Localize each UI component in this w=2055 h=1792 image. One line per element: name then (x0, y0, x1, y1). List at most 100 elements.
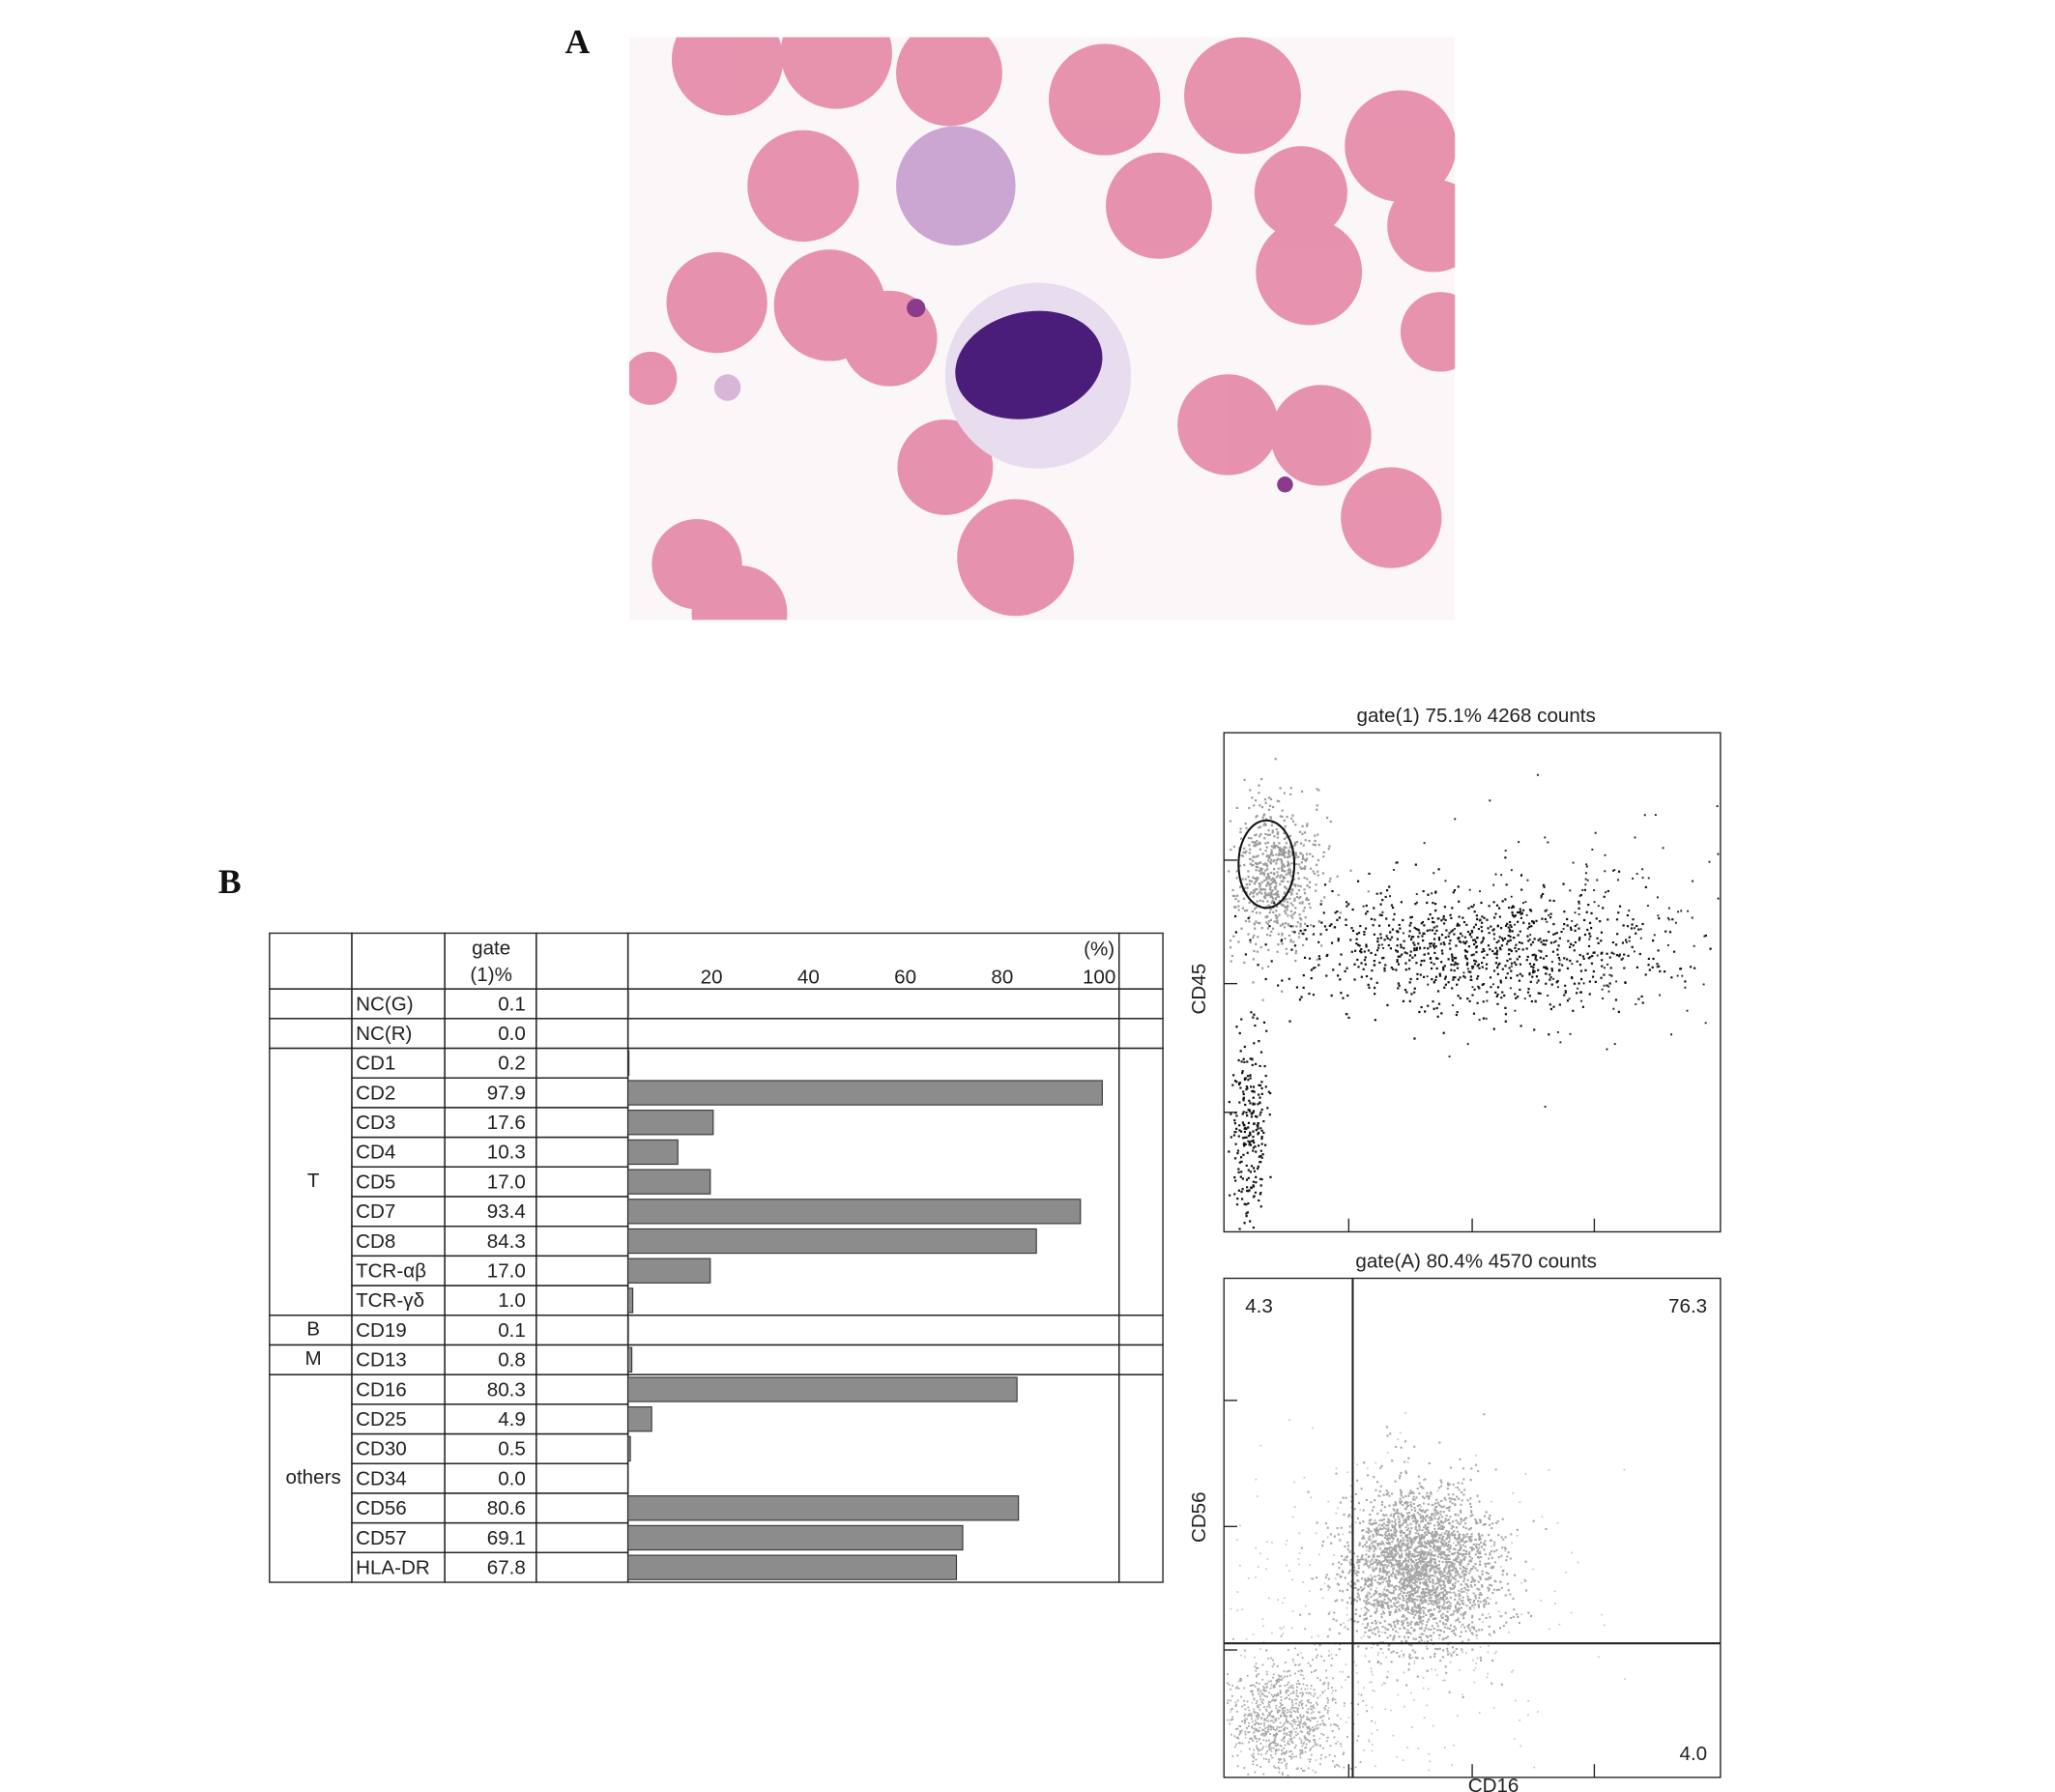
flow-plots: gate(1) 75.1% 4268 counts CD45 gate(A) 80.… (1188, 705, 1722, 1792)
gate-value: 0.0 (498, 1023, 526, 1045)
axis-tick-label: 20 (701, 967, 723, 989)
plot-frame (1223, 732, 1722, 1233)
bar-area (626, 988, 1120, 1020)
marker-name: CD25 (356, 1408, 407, 1431)
row-cell (535, 1047, 629, 1079)
bar (627, 1287, 634, 1314)
plot-frame (1223, 1277, 1722, 1778)
row-cell (535, 1077, 629, 1109)
header-cell (269, 932, 353, 990)
row-cell (535, 988, 629, 1020)
group-label: B (306, 1318, 320, 1341)
marker-name: NC(R) (356, 1023, 412, 1045)
event-cloud (1228, 758, 1370, 1001)
marker-name: CD4 (356, 1142, 395, 1164)
bar (627, 1376, 1018, 1402)
row-cell (535, 1344, 629, 1375)
row-cell (535, 1107, 629, 1139)
group-cell (269, 1018, 353, 1050)
gate-value: 80.6 (487, 1497, 526, 1519)
event-cloud (1227, 1628, 1373, 1777)
bar (627, 1199, 1082, 1225)
gate-value: 93.4 (487, 1200, 526, 1223)
header-cell (535, 932, 629, 990)
marker-name: TCR-γδ (356, 1289, 424, 1312)
micrograph (629, 37, 1456, 621)
y-axis-label: CD56 (1188, 1491, 1210, 1543)
gate (1237, 819, 1296, 910)
gate-value: 0.1 (498, 1319, 526, 1342)
quadrant-value: 4.0 (1680, 1743, 1708, 1765)
marker-name: HLA-DR (356, 1556, 430, 1578)
marker-name: CD2 (356, 1082, 395, 1104)
group-label: others (286, 1466, 341, 1489)
marker-name: CD13 (356, 1349, 407, 1372)
gate-value: 1.0 (498, 1289, 526, 1312)
row-cell (535, 1136, 629, 1168)
bar (627, 1257, 711, 1284)
gate-value: 4.9 (498, 1408, 526, 1431)
blank-cell (1118, 988, 1164, 1020)
gate-value: 0.5 (498, 1438, 526, 1460)
row-cell (535, 1551, 629, 1583)
marker-name: CD34 (356, 1467, 407, 1489)
group-cell (269, 988, 353, 1020)
axis-tick-label: 60 (894, 967, 916, 989)
row-cell (535, 1196, 629, 1228)
panel-label: A (565, 22, 591, 61)
gate-value: 0.1 (498, 993, 526, 1015)
gate-value: 0.0 (498, 1467, 526, 1489)
bar (627, 1316, 629, 1344)
gate-value: 17.0 (487, 1260, 526, 1283)
plot-title: gate(1) 75.1% 4268 counts (1357, 705, 1596, 727)
bar-area (626, 1373, 1120, 1583)
axis-tick-label: 80 (991, 967, 1013, 989)
plot-title: gate(A) 80.4% 4570 counts (1355, 1250, 1597, 1272)
row-cell (535, 1285, 629, 1316)
quadrant-value: 76.3 (1668, 1295, 1707, 1317)
bar (627, 1139, 679, 1166)
bar-area (626, 1344, 1120, 1375)
row-cell (535, 1521, 629, 1554)
marker-name: CD56 (356, 1497, 407, 1519)
header-cell (351, 932, 446, 990)
row-cell (535, 1315, 629, 1346)
row-cell (535, 1462, 629, 1494)
bar (627, 1110, 714, 1136)
bar (627, 1228, 1037, 1255)
gate-value: 97.9 (487, 1082, 526, 1104)
panel-label: B (218, 862, 242, 901)
row-cell (535, 1225, 629, 1257)
marker-name: CD57 (356, 1527, 407, 1549)
blank-cell (1118, 1344, 1164, 1375)
event-cloud (1230, 1412, 1626, 1772)
event-cloud (1299, 1413, 1548, 1699)
bar (627, 1346, 633, 1373)
row-cell (535, 1166, 629, 1198)
gate-value: 0.2 (498, 1053, 526, 1075)
gate-value: 17.6 (487, 1112, 526, 1134)
row-cell (535, 1432, 629, 1464)
header-text: gate (472, 937, 510, 959)
bar (627, 1435, 631, 1462)
gate-value: 10.3 (487, 1142, 526, 1164)
event-cloud (1228, 1011, 1272, 1230)
marker-name: CD30 (356, 1438, 407, 1460)
gate-value: 69.1 (487, 1527, 526, 1549)
blank-cell (1118, 1047, 1164, 1316)
quadrant-value: 4.3 (1245, 1295, 1273, 1317)
blank-cell (1118, 1373, 1164, 1583)
marker-name: CD3 (356, 1112, 395, 1134)
blank-cell (1118, 1315, 1164, 1346)
bar (627, 1495, 1020, 1521)
marker-name: CD5 (356, 1171, 395, 1193)
row-cell (535, 1403, 629, 1435)
bar (627, 1406, 652, 1432)
y-axis-label: CD45 (1188, 964, 1210, 1015)
gate-value: 67.8 (487, 1556, 526, 1578)
marker-name: CD1 (356, 1053, 395, 1075)
row-cell (535, 1492, 629, 1524)
axis-tick-label: 100 (1083, 967, 1115, 989)
